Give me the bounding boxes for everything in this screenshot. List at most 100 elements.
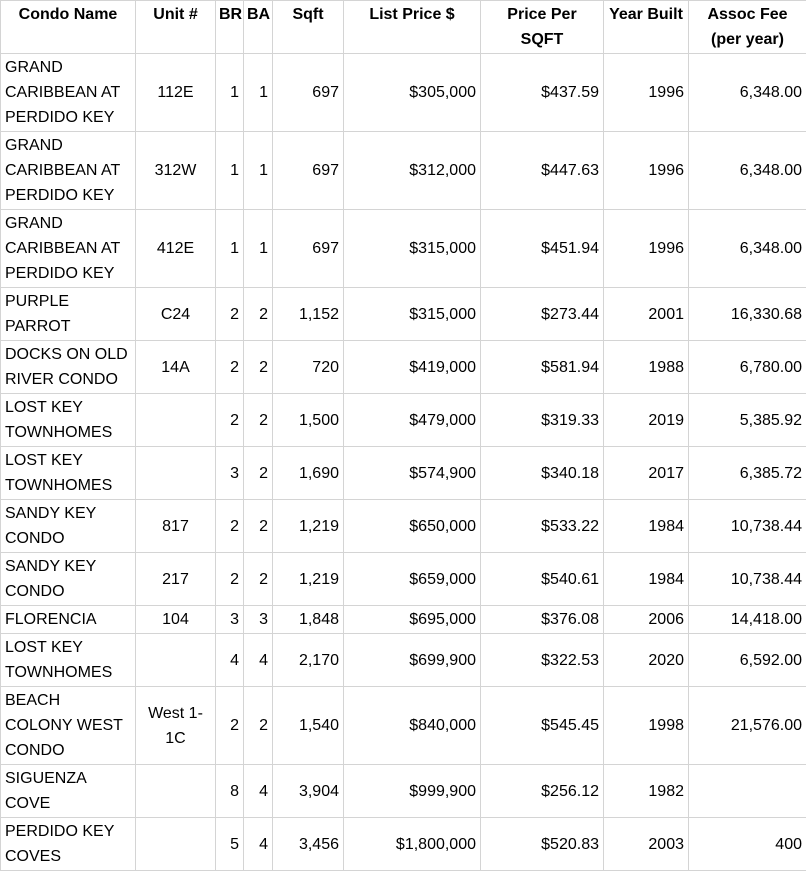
cell-sqft[interactable]: 1,540 (272, 686, 344, 765)
cell-condo_name[interactable]: SANDY KEY CONDO (0, 499, 136, 553)
cell-unit[interactable]: 412E (135, 209, 216, 288)
cell-ba[interactable]: 2 (243, 686, 273, 765)
cell-list_price[interactable]: $312,000 (343, 131, 481, 210)
cell-unit[interactable] (135, 393, 216, 447)
cell-list_price[interactable]: $999,900 (343, 764, 481, 818)
cell-assoc_fee[interactable]: 21,576.00 (688, 686, 806, 765)
cell-sqft[interactable]: 697 (272, 131, 344, 210)
cell-br[interactable]: 3 (215, 446, 244, 500)
cell-price_per_sqft[interactable]: $545.45 (480, 686, 604, 765)
column-header-price_per_sqft[interactable]: Price Per SQFT (480, 0, 604, 54)
cell-condo_name[interactable]: LOST KEY TOWNHOMES (0, 633, 136, 687)
cell-unit[interactable] (135, 764, 216, 818)
cell-br[interactable]: 2 (215, 287, 244, 341)
cell-ba[interactable]: 1 (243, 131, 273, 210)
cell-assoc_fee[interactable]: 6,348.00 (688, 209, 806, 288)
column-header-unit[interactable]: Unit # (135, 0, 216, 54)
cell-assoc_fee[interactable]: 6,385.72 (688, 446, 806, 500)
column-header-ba[interactable]: BA (243, 0, 273, 54)
cell-sqft[interactable]: 697 (272, 53, 344, 132)
cell-list_price[interactable]: $479,000 (343, 393, 481, 447)
cell-list_price[interactable]: $650,000 (343, 499, 481, 553)
cell-unit[interactable]: 312W (135, 131, 216, 210)
cell-list_price[interactable]: $659,000 (343, 552, 481, 606)
column-header-condo_name[interactable]: Condo Name (0, 0, 136, 54)
cell-assoc_fee[interactable]: 10,738.44 (688, 552, 806, 606)
cell-year_built[interactable]: 2006 (603, 605, 689, 634)
cell-assoc_fee[interactable]: 400 (688, 817, 806, 871)
cell-condo_name[interactable]: LOST KEY TOWNHOMES (0, 393, 136, 447)
cell-br[interactable]: 1 (215, 209, 244, 288)
cell-list_price[interactable]: $695,000 (343, 605, 481, 634)
cell-unit[interactable] (135, 633, 216, 687)
cell-year_built[interactable]: 2020 (603, 633, 689, 687)
column-header-list_price[interactable]: List Price $ (343, 0, 481, 54)
cell-condo_name[interactable]: GRAND CARIBBEAN AT PERDIDO KEY (0, 131, 136, 210)
cell-assoc_fee[interactable]: 10,738.44 (688, 499, 806, 553)
cell-sqft[interactable]: 697 (272, 209, 344, 288)
cell-year_built[interactable]: 1996 (603, 131, 689, 210)
cell-condo_name[interactable]: SANDY KEY CONDO (0, 552, 136, 606)
cell-sqft[interactable]: 3,456 (272, 817, 344, 871)
cell-assoc_fee[interactable] (688, 764, 806, 818)
cell-list_price[interactable]: $1,800,000 (343, 817, 481, 871)
cell-br[interactable]: 8 (215, 764, 244, 818)
cell-price_per_sqft[interactable]: $322.53 (480, 633, 604, 687)
cell-unit[interactable]: C24 (135, 287, 216, 341)
cell-sqft[interactable]: 1,690 (272, 446, 344, 500)
cell-list_price[interactable]: $419,000 (343, 340, 481, 394)
cell-price_per_sqft[interactable]: $376.08 (480, 605, 604, 634)
cell-assoc_fee[interactable]: 14,418.00 (688, 605, 806, 634)
cell-price_per_sqft[interactable]: $520.83 (480, 817, 604, 871)
cell-br[interactable]: 2 (215, 686, 244, 765)
cell-condo_name[interactable]: FLORENCIA (0, 605, 136, 634)
cell-ba[interactable]: 4 (243, 633, 273, 687)
cell-sqft[interactable]: 1,152 (272, 287, 344, 341)
cell-year_built[interactable]: 1996 (603, 209, 689, 288)
cell-list_price[interactable]: $315,000 (343, 287, 481, 341)
cell-unit[interactable]: 817 (135, 499, 216, 553)
cell-br[interactable]: 1 (215, 53, 244, 132)
cell-condo_name[interactable]: LOST KEY TOWNHOMES (0, 446, 136, 500)
cell-ba[interactable]: 4 (243, 817, 273, 871)
cell-condo_name[interactable]: SIGUENZA COVE (0, 764, 136, 818)
cell-year_built[interactable]: 1984 (603, 552, 689, 606)
cell-year_built[interactable]: 2003 (603, 817, 689, 871)
cell-sqft[interactable]: 1,219 (272, 499, 344, 553)
cell-assoc_fee[interactable]: 6,348.00 (688, 131, 806, 210)
cell-condo_name[interactable]: GRAND CARIBBEAN AT PERDIDO KEY (0, 53, 136, 132)
cell-br[interactable]: 2 (215, 499, 244, 553)
cell-sqft[interactable]: 2,170 (272, 633, 344, 687)
cell-assoc_fee[interactable]: 5,385.92 (688, 393, 806, 447)
cell-unit[interactable]: 14A (135, 340, 216, 394)
cell-condo_name[interactable]: BEACH COLONY WEST CONDO (0, 686, 136, 765)
cell-condo_name[interactable]: PURPLE PARROT (0, 287, 136, 341)
cell-list_price[interactable]: $840,000 (343, 686, 481, 765)
cell-list_price[interactable]: $315,000 (343, 209, 481, 288)
cell-ba[interactable]: 3 (243, 605, 273, 634)
cell-br[interactable]: 5 (215, 817, 244, 871)
cell-ba[interactable]: 4 (243, 764, 273, 818)
cell-price_per_sqft[interactable]: $256.12 (480, 764, 604, 818)
cell-sqft[interactable]: 720 (272, 340, 344, 394)
cell-year_built[interactable]: 1988 (603, 340, 689, 394)
cell-ba[interactable]: 2 (243, 393, 273, 447)
column-header-br[interactable]: BR (215, 0, 244, 54)
cell-condo_name[interactable]: DOCKS ON OLD RIVER CONDO (0, 340, 136, 394)
column-header-sqft[interactable]: Sqft (272, 0, 344, 54)
cell-year_built[interactable]: 1998 (603, 686, 689, 765)
cell-list_price[interactable]: $305,000 (343, 53, 481, 132)
cell-br[interactable]: 3 (215, 605, 244, 634)
cell-price_per_sqft[interactable]: $533.22 (480, 499, 604, 553)
cell-price_per_sqft[interactable]: $437.59 (480, 53, 604, 132)
cell-price_per_sqft[interactable]: $319.33 (480, 393, 604, 447)
cell-year_built[interactable]: 1996 (603, 53, 689, 132)
cell-unit[interactable] (135, 446, 216, 500)
column-header-year_built[interactable]: Year Built (603, 0, 689, 54)
cell-ba[interactable]: 2 (243, 446, 273, 500)
cell-unit[interactable]: 104 (135, 605, 216, 634)
cell-sqft[interactable]: 1,848 (272, 605, 344, 634)
cell-year_built[interactable]: 2001 (603, 287, 689, 341)
cell-unit[interactable]: 112E (135, 53, 216, 132)
cell-price_per_sqft[interactable]: $540.61 (480, 552, 604, 606)
